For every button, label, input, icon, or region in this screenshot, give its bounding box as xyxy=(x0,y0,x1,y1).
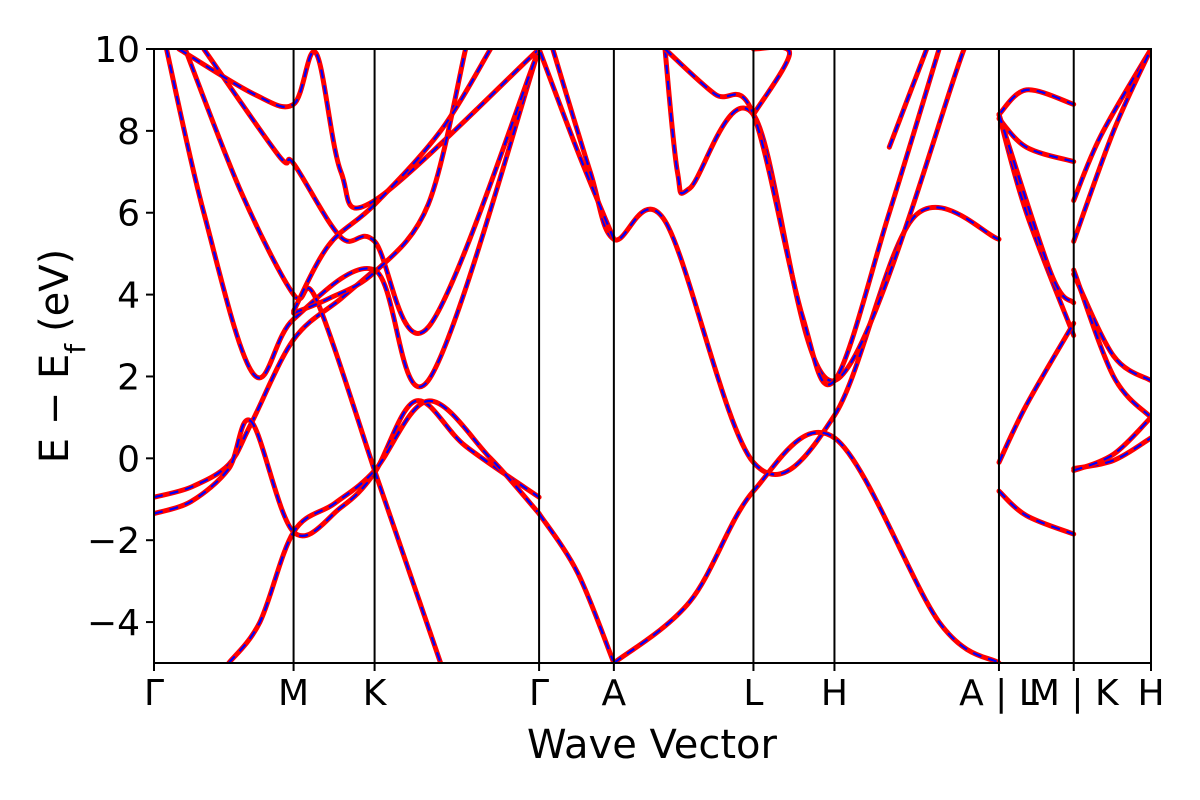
band-line-blue-20 xyxy=(998,88,1075,116)
x-axis-label: Wave Vector xyxy=(527,722,778,768)
y-tick-label-1: −2 xyxy=(87,521,140,562)
band-line-red-2 xyxy=(226,398,542,663)
band-lines xyxy=(154,49,1151,663)
y-axis-ticks: −4 −2 0 2 4 6 8 10 xyxy=(87,30,154,644)
band-line-red-27 xyxy=(1071,267,1151,420)
band-line-red-25 xyxy=(1071,49,1151,244)
y-tick-label-7: 10 xyxy=(94,30,140,71)
band-line-blue-0 xyxy=(154,269,376,499)
x-tick-label-5: L xyxy=(743,673,763,714)
y-tick-label-3: 2 xyxy=(117,357,140,398)
y-axis-label-main: E − E xyxy=(32,354,78,464)
x-tick-label-0: Γ xyxy=(144,673,164,714)
x-tick-label-2: K xyxy=(363,673,388,714)
band-line-red-0 xyxy=(154,267,378,500)
band-line-blue-11 xyxy=(551,49,1000,476)
band-line-blue-1 xyxy=(154,399,540,537)
y-tick-label-2: 0 xyxy=(117,439,140,480)
band-line-red-7 xyxy=(176,49,542,211)
band-line-red-23 xyxy=(996,112,1077,306)
y-axis-label-sub: f xyxy=(59,343,92,354)
band-line-blue-15 xyxy=(664,49,941,386)
y-tick-label-4: 4 xyxy=(117,276,140,317)
band-line-red-13 xyxy=(611,429,1002,663)
band-line-blue-23 xyxy=(997,114,1075,304)
band-line-blue-12 xyxy=(538,49,615,240)
band-line-red-1 xyxy=(154,398,542,539)
band-line-red-10 xyxy=(536,511,617,663)
band-line-blue-26 xyxy=(1072,273,1151,382)
band-line-red-22 xyxy=(996,488,1077,537)
band-line-blue-25 xyxy=(1072,49,1151,242)
x-tick-label-3: Γ xyxy=(529,673,549,714)
y-tick-label-0: −4 xyxy=(87,603,140,644)
band-line-blue-17 xyxy=(888,49,928,148)
y-tick-label-5: 6 xyxy=(117,194,140,235)
band-line-blue-29 xyxy=(1073,416,1151,472)
band-line-blue-16 xyxy=(752,49,791,116)
band-line-red-21 xyxy=(996,320,1077,465)
y-axis-label-unit: (eV) xyxy=(32,249,78,332)
band-line-blue-10 xyxy=(538,513,615,663)
band-line-red-12 xyxy=(536,49,617,242)
y-axis-label: E − Ef (eV) xyxy=(32,249,92,464)
x-tick-label-1: M xyxy=(278,673,309,714)
x-tick-label-7: A | L xyxy=(959,673,1039,714)
x-tick-label-4: A xyxy=(602,673,627,714)
high-symmetry-lines xyxy=(292,49,1075,663)
band-line-blue-28 xyxy=(1073,436,1151,470)
plot-frame xyxy=(153,48,1152,664)
band-line-blue-2 xyxy=(227,399,540,663)
band-line-blue-22 xyxy=(998,490,1075,536)
band-line-red-26 xyxy=(1071,271,1151,384)
y-tick-label-6: 8 xyxy=(117,112,140,153)
x-tick-label-6: H xyxy=(821,673,848,714)
band-line-blue-8 xyxy=(293,49,467,315)
band-line-blue-5 xyxy=(184,49,376,471)
band-line-blue-13 xyxy=(613,431,1000,663)
band-line-blue-9 xyxy=(292,49,492,312)
band-line-blue-7 xyxy=(178,49,540,210)
x-tick-label-8: M | K xyxy=(1029,673,1120,714)
band-line-blue-6 xyxy=(202,49,541,335)
band-line-red-11 xyxy=(550,49,1002,477)
x-axis-ticks: Γ M K Γ A L H A | LM | K H xyxy=(144,663,1165,714)
band-line-blue-27 xyxy=(1072,269,1151,419)
band-line-blue-3 xyxy=(373,470,442,663)
band-line-blue-14 xyxy=(663,49,966,382)
x-tick-label-9: H xyxy=(1137,673,1164,714)
